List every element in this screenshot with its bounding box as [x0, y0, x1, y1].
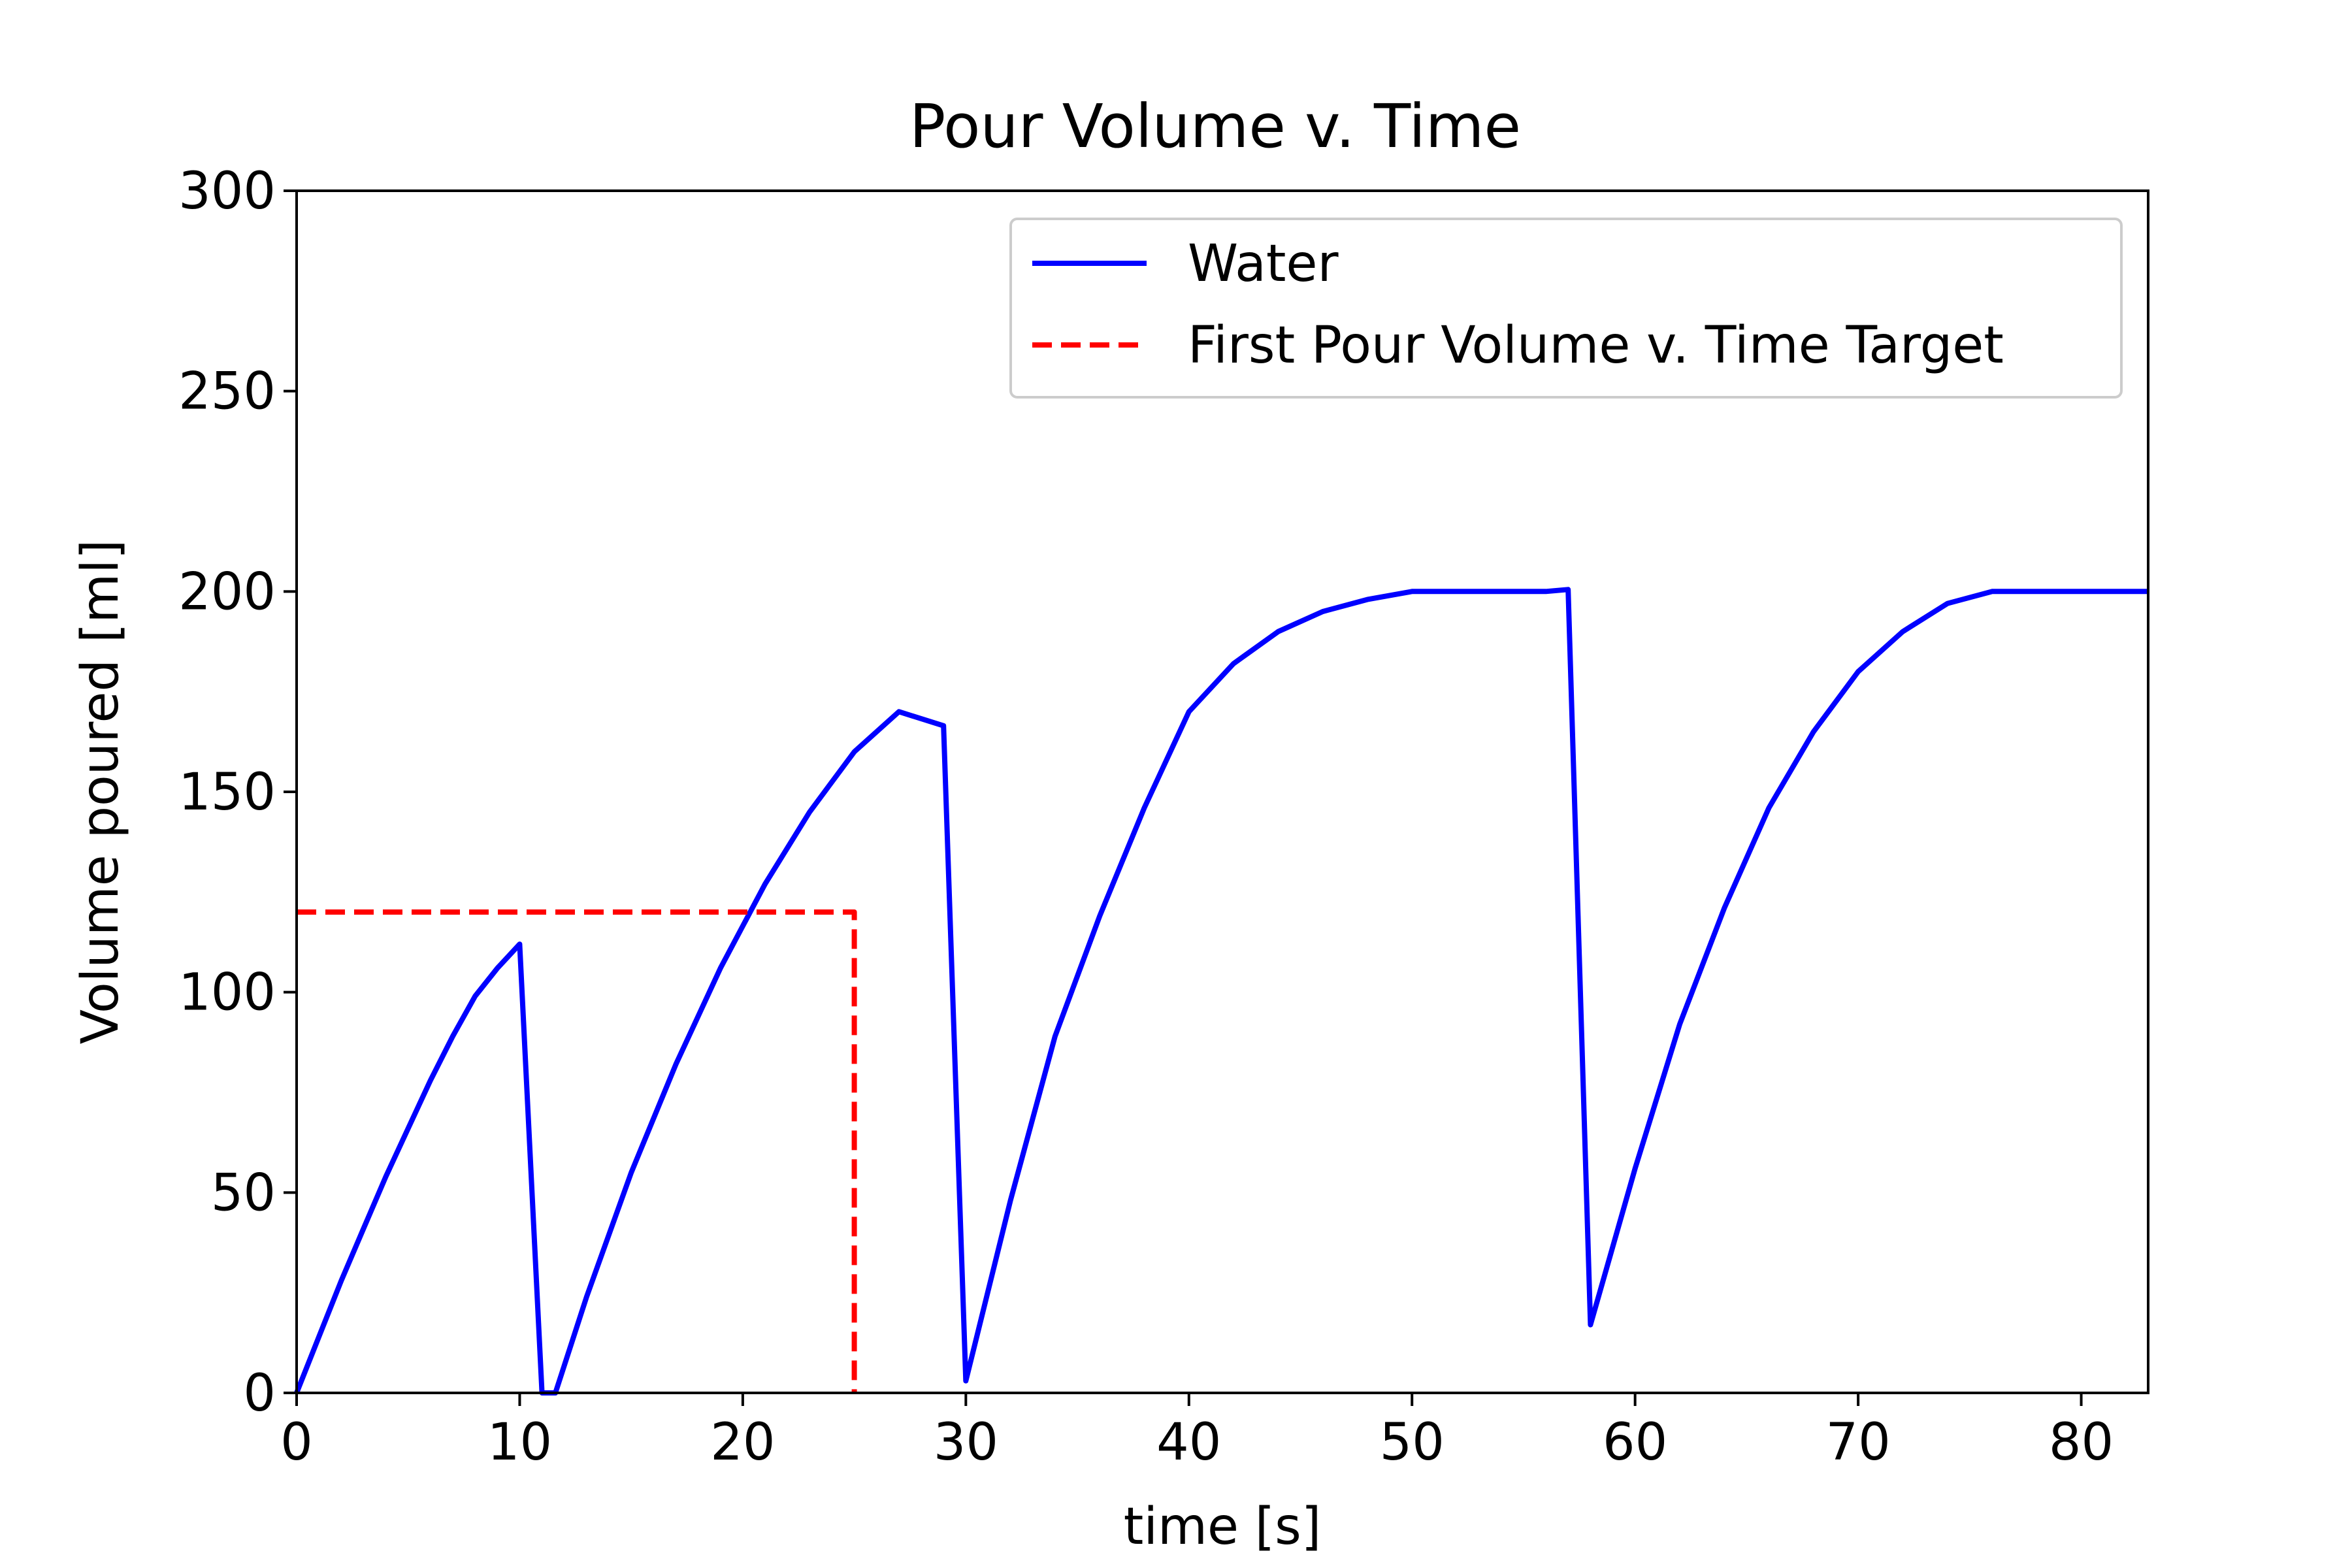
x-tick-label: 60 — [1603, 1413, 1667, 1472]
series-line-first-pour-target — [297, 909, 857, 1393]
series-line-water — [294, 587, 2148, 1396]
x-tick-label: 80 — [2049, 1413, 2114, 1472]
chart-title: Pour Volume v. Time — [909, 91, 1521, 161]
x-tick-label: 30 — [934, 1413, 998, 1472]
y-tick-label: 100 — [178, 964, 276, 1022]
legend: Water First Pour Volume v. Time Target — [1009, 218, 2123, 399]
y-tick-label: 0 — [243, 1364, 276, 1423]
y-tick-label: 200 — [178, 563, 276, 621]
x-tick-label: 0 — [280, 1413, 313, 1472]
plot-area — [294, 587, 2148, 1396]
y-axis-label: Volume poured [ml] — [71, 540, 130, 1045]
y-tick-label: 150 — [178, 763, 276, 822]
y-tick-label: 300 — [178, 162, 276, 221]
x-axis-label: time [s] — [1124, 1497, 1322, 1556]
x-tick-label: 70 — [1825, 1413, 1890, 1472]
x-tick-label: 20 — [710, 1413, 775, 1472]
y-axis: 0 50 100 150 200 250 300 — [178, 162, 297, 1423]
legend-box — [1009, 218, 2123, 399]
legend-water-label: Water — [1188, 235, 1339, 293]
x-axis: 0 10 20 30 40 50 60 70 80 — [280, 1393, 2114, 1472]
y-tick-label: 50 — [211, 1164, 276, 1222]
y-tick-label: 250 — [178, 363, 276, 421]
x-tick-label: 10 — [487, 1413, 552, 1472]
legend-target-label: First Pour Volume v. Time Target — [1188, 316, 2004, 375]
x-tick-label: 50 — [1380, 1413, 1445, 1472]
x-tick-label: 40 — [1156, 1413, 1221, 1472]
